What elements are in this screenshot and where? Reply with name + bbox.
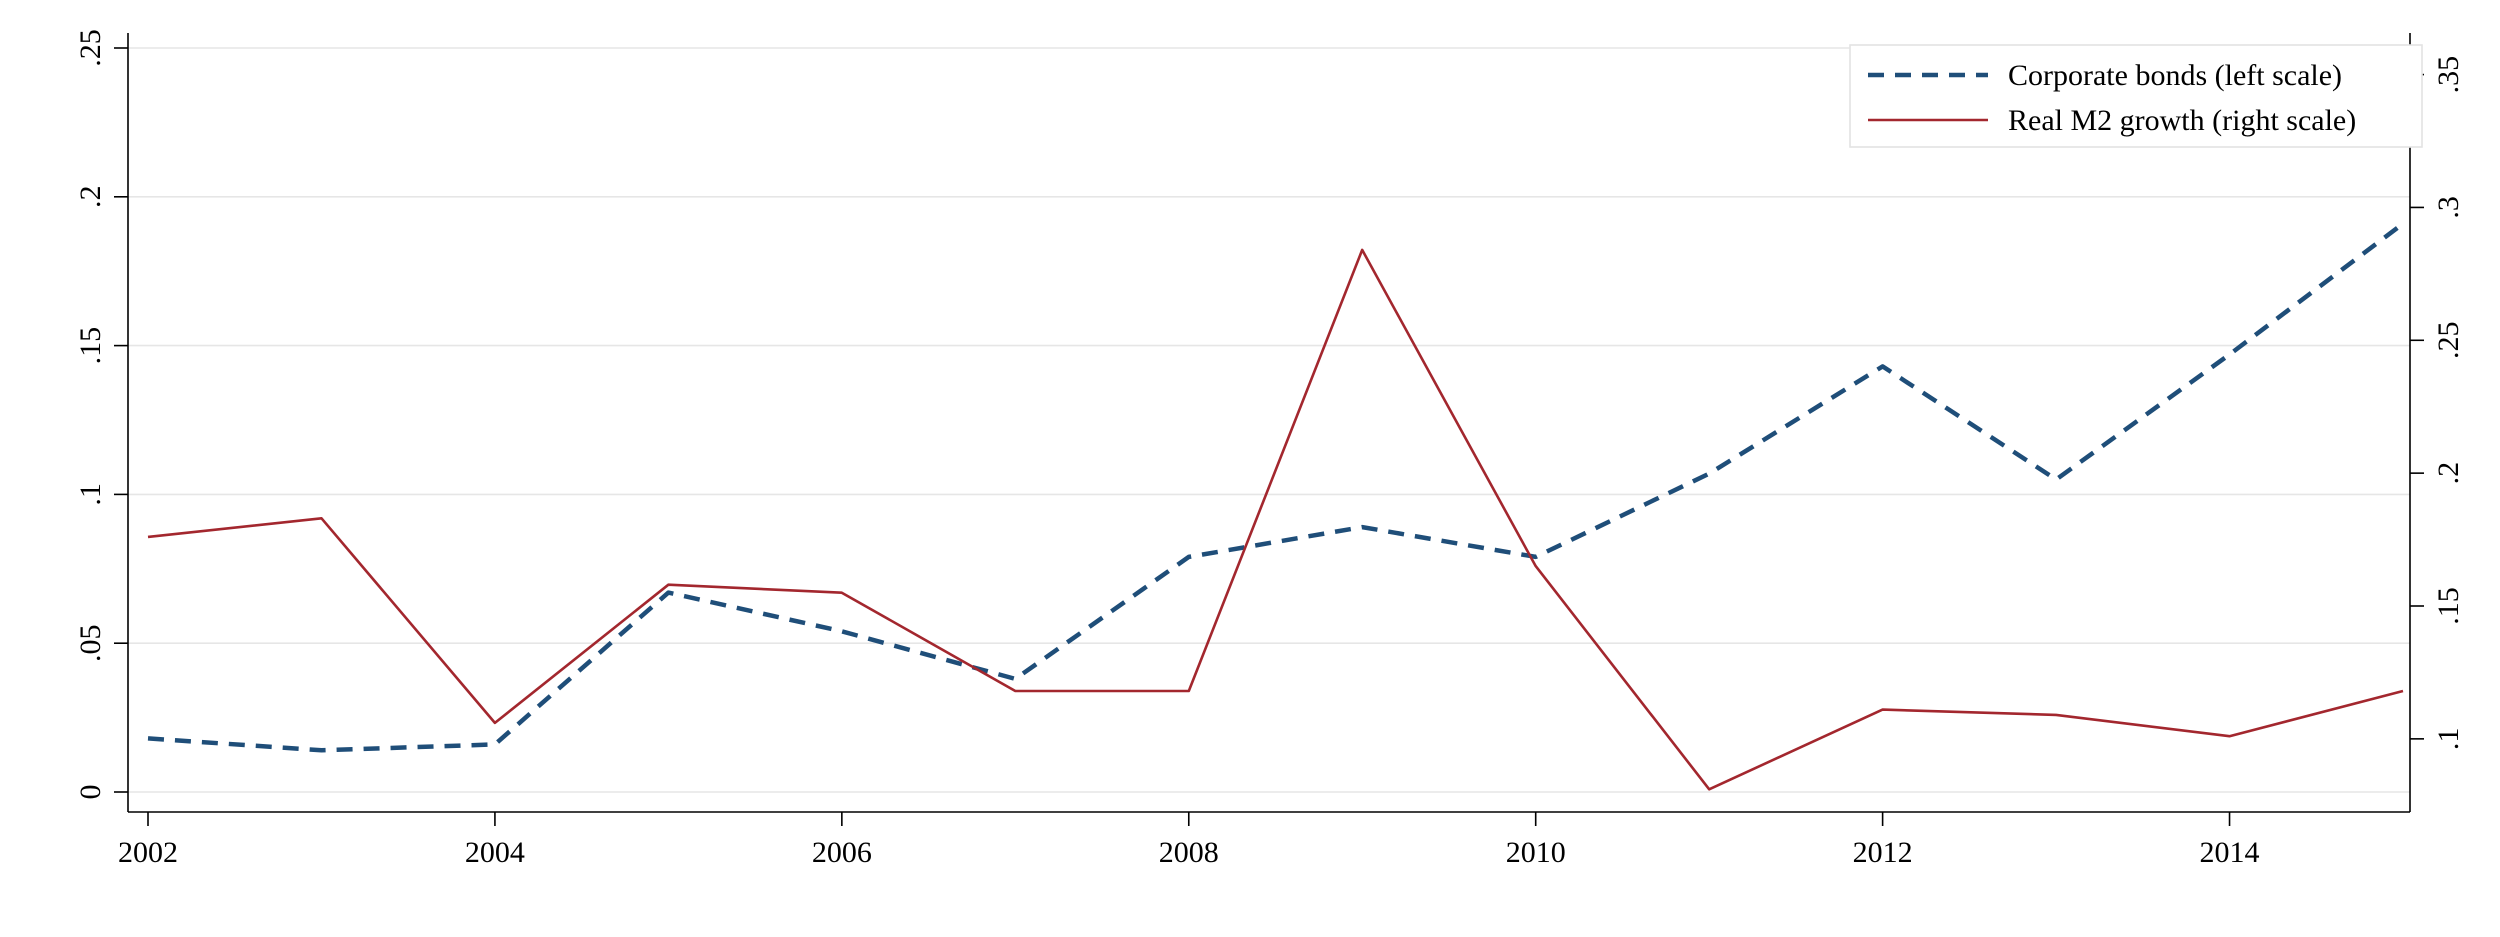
right-tick-label: .2 xyxy=(2432,462,2465,485)
x-tick-label: 2012 xyxy=(1853,836,1913,869)
right-tick-label: .35 xyxy=(2432,56,2465,94)
legend-label-real-m2-growth: Real M2 growth (right scale) xyxy=(2008,104,2356,137)
series-line-real-m2-growth xyxy=(147,248,2404,791)
series-lines xyxy=(147,221,2405,791)
right-tick-label: .15 xyxy=(2432,587,2465,625)
left-tick-label: .1 xyxy=(74,483,107,506)
left-tick-label: .15 xyxy=(74,327,107,365)
right-tick-label: .25 xyxy=(2432,322,2465,360)
x-tick-label: 2004 xyxy=(465,836,525,869)
left-tick-label: 0 xyxy=(74,785,107,800)
x-tick-label: 2006 xyxy=(812,836,872,869)
axes: 0 .05 .1 .15 .2 .25 .1 .15 .2 .25 .3 .35 2002 2004 200… xyxy=(74,29,2465,869)
left-tick-label: .25 xyxy=(74,29,107,67)
legend-box xyxy=(1849,44,2423,148)
legend-label-corporate-bonds: Corporate bonds (left scale) xyxy=(2008,59,2342,92)
right-tick-label: .1 xyxy=(2432,728,2465,751)
right-tick-label: .3 xyxy=(2432,196,2465,219)
x-tick-label: 2002 xyxy=(118,836,178,869)
x-tick-label: 2008 xyxy=(1159,836,1219,869)
x-tick-label: 2014 xyxy=(2200,836,2260,869)
gridlines xyxy=(128,47,2410,793)
legend: Corporate bonds (left scale) Real M2 gro… xyxy=(1849,44,2423,148)
x-tick-label: 2010 xyxy=(1506,836,1566,869)
left-tick-label: .05 xyxy=(74,624,107,662)
series-line-corporate-bonds xyxy=(147,221,2405,753)
left-tick-label: .2 xyxy=(74,186,107,209)
